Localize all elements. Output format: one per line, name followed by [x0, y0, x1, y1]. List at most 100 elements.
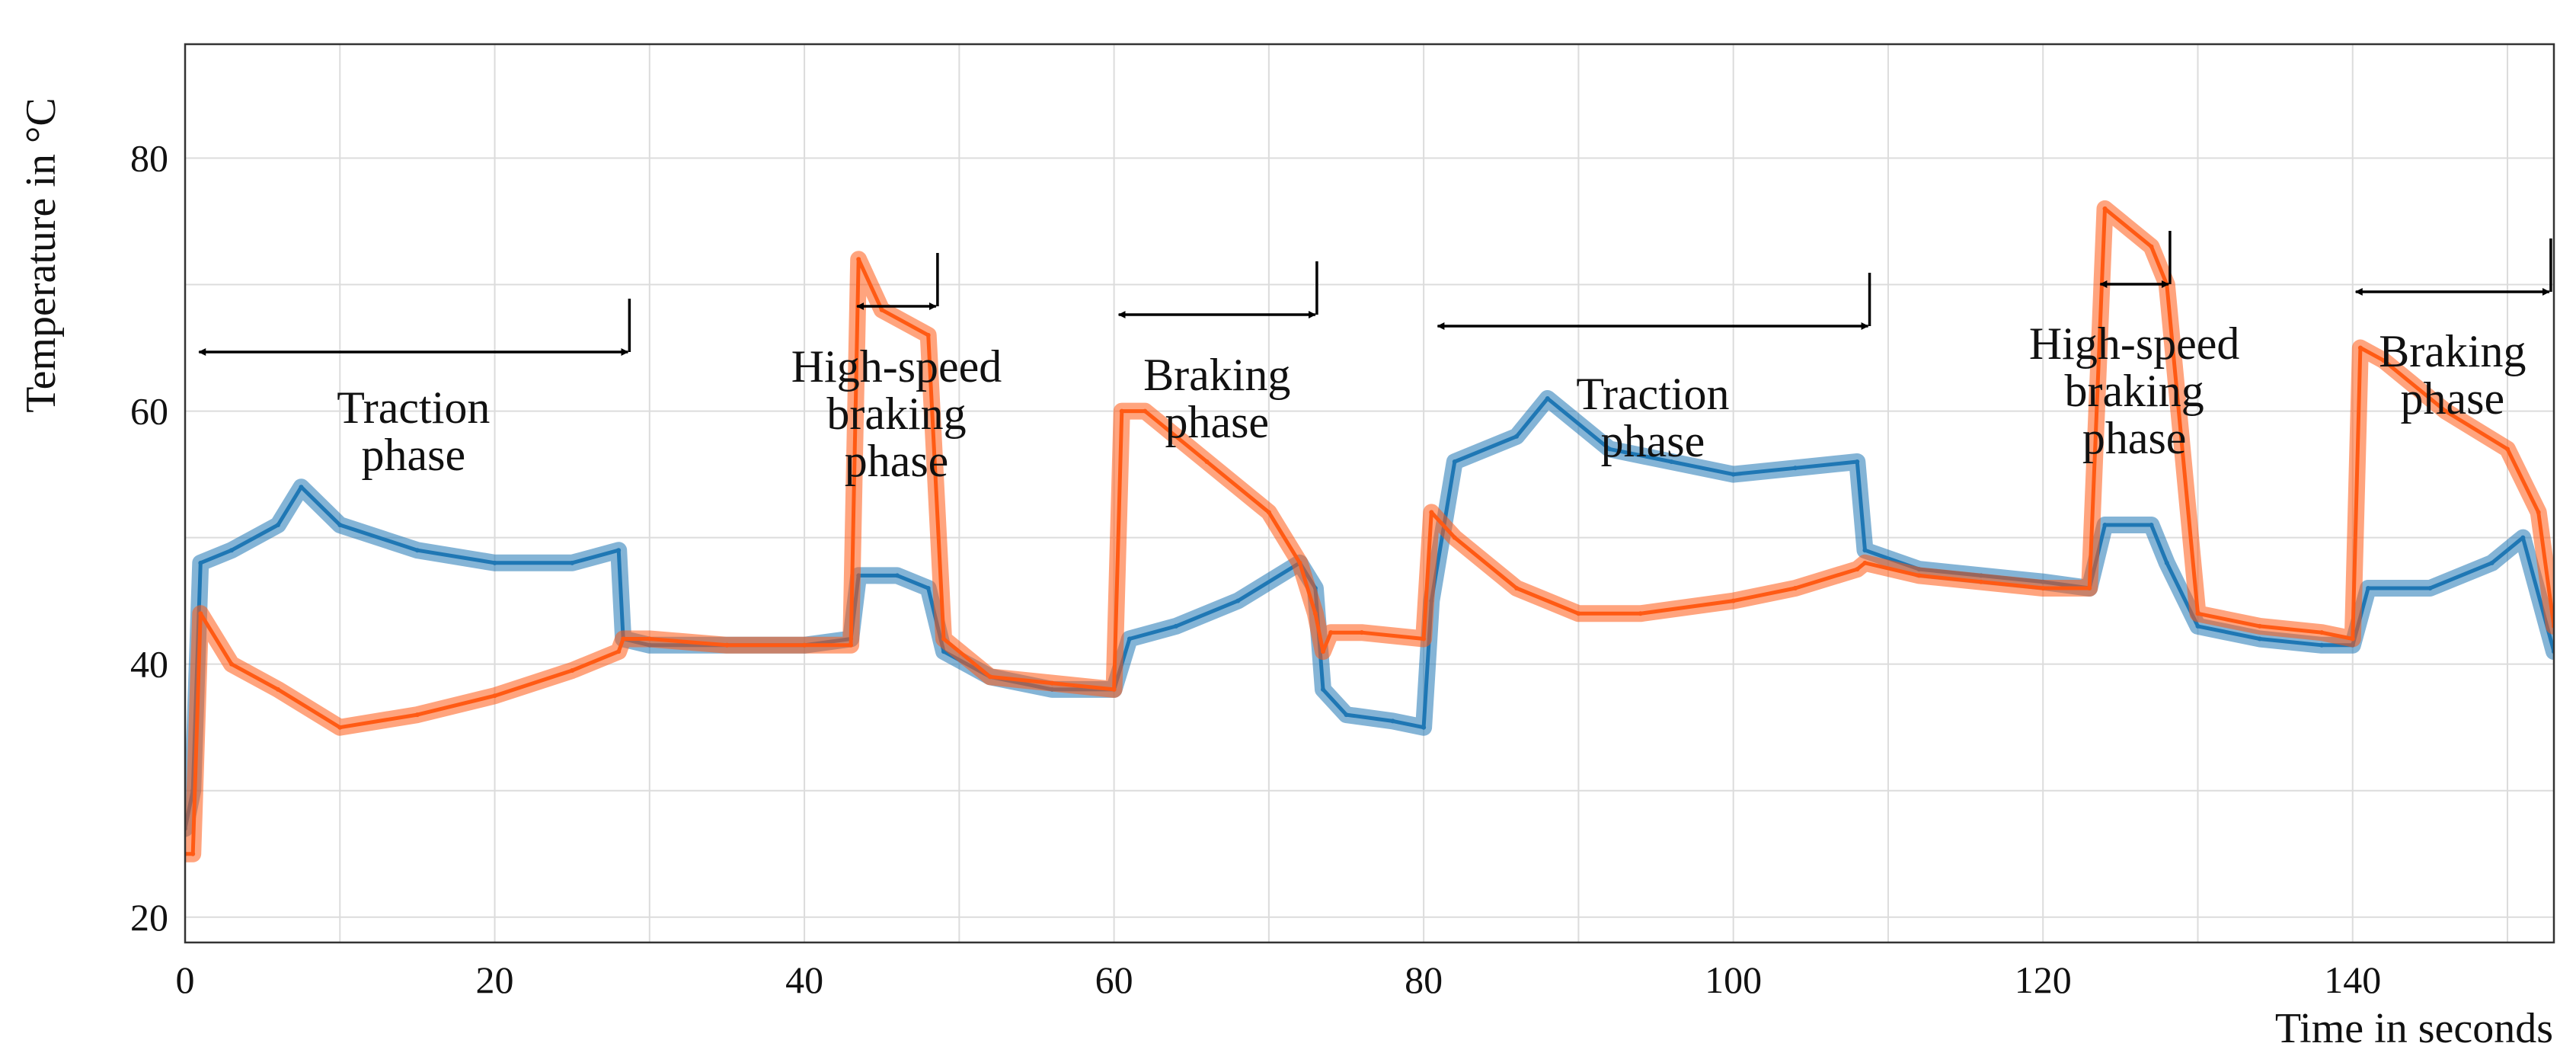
data-point-orange [925, 332, 931, 338]
data-point-orange [2102, 206, 2108, 211]
data-point-orange [647, 636, 652, 642]
data-point-orange [1321, 649, 1326, 654]
data-point-orange [275, 686, 280, 692]
data-point-orange [2041, 586, 2046, 591]
data-point-orange [1359, 630, 1364, 635]
data-point-blue [275, 523, 280, 528]
data-point-blue [616, 548, 622, 553]
data-point-blue [2520, 535, 2526, 540]
data-point-orange [2536, 510, 2541, 515]
data-point-orange [856, 257, 861, 262]
plot-background [185, 44, 2554, 942]
x-tick-label: 0 [176, 958, 195, 1001]
data-point-orange [414, 712, 420, 718]
data-point-orange [1143, 408, 1148, 414]
data-point-blue [2195, 623, 2200, 629]
phase-label: Traction [337, 382, 490, 433]
phase-label: phase [1601, 416, 1705, 466]
phase-label: Traction [1576, 369, 1729, 419]
data-point-orange [1576, 611, 1581, 616]
data-point-blue [198, 560, 203, 565]
data-point-orange [1978, 579, 1983, 584]
data-point-orange [802, 642, 807, 648]
data-point-blue [337, 523, 343, 528]
data-point-blue [2149, 523, 2154, 528]
data-point-orange [849, 642, 854, 648]
phase-label: phase [2082, 413, 2187, 463]
data-point-orange [1916, 573, 1922, 578]
data-point-orange [1452, 535, 1457, 540]
data-point-orange [621, 636, 626, 642]
phase-label: High-speed [2029, 318, 2240, 369]
data-point-blue [2319, 642, 2325, 648]
phase-label: braking [826, 389, 966, 439]
phase-label: High-speed [791, 341, 1002, 392]
data-point-blue [1235, 598, 1241, 603]
data-point-orange [570, 667, 575, 673]
series-line-blue [185, 396, 2554, 830]
phase-annotations: TractionphaseHigh-speedbrakingphaseBraki… [198, 231, 2552, 486]
data-point-orange [941, 636, 947, 642]
data-point-blue [570, 560, 575, 565]
data-point-orange [1731, 598, 1736, 603]
data-point-orange [190, 851, 196, 856]
data-point-blue [2489, 560, 2495, 565]
series-line-orange [185, 206, 2554, 856]
data-point-orange [1050, 680, 1055, 686]
x-tick-label: 20 [476, 958, 514, 1001]
data-point-orange [1328, 630, 1334, 635]
data-point-orange [337, 725, 343, 730]
data-point-orange [2357, 345, 2363, 350]
data-point-orange [1855, 567, 1860, 572]
phase-label: braking [2065, 366, 2204, 416]
data-point-orange [1862, 560, 1868, 565]
phase-label: Braking [2379, 326, 2526, 376]
data-point-orange [229, 661, 234, 667]
data-point-blue [1607, 446, 1612, 452]
data-point-blue [1855, 459, 1860, 464]
x-tick-label: 100 [1705, 958, 1762, 1001]
y-tick-label: 20 [130, 896, 168, 939]
data-point-blue [925, 586, 931, 591]
data-point-blue [1669, 459, 1674, 464]
data-point-blue [2427, 586, 2433, 591]
x-tick-label: 40 [785, 958, 823, 1001]
data-point-blue [1390, 718, 1395, 724]
data-point-blue [1127, 636, 1132, 642]
data-point-orange [987, 674, 992, 680]
data-point-blue [299, 485, 304, 490]
data-point-orange [1204, 459, 1210, 464]
data-point-orange [1792, 586, 1798, 591]
data-point-orange [1266, 510, 1271, 515]
data-point-orange [616, 649, 622, 654]
data-point-blue [1344, 712, 1349, 718]
x-axis-label: Time in seconds [2275, 1005, 2553, 1052]
series-layer [185, 200, 2554, 862]
data-point-orange [1638, 611, 1643, 616]
data-point-blue [2164, 560, 2169, 565]
data-point-orange [724, 642, 730, 648]
data-point-orange [1514, 586, 1520, 591]
data-point-orange [2257, 623, 2262, 629]
data-point-orange [2350, 636, 2355, 642]
phase-label: phase [1165, 397, 1269, 447]
data-point-orange [2319, 630, 2325, 635]
data-point-orange [1421, 636, 1427, 642]
plot-frame [184, 43, 2555, 944]
y-tick-label: 80 [130, 136, 168, 179]
phase-label: phase [2401, 373, 2505, 424]
phase-label: phase [845, 436, 949, 486]
y-axis-label: Temperature in °C [18, 98, 65, 412]
data-point-orange [2149, 244, 2154, 249]
data-point-orange [492, 693, 497, 699]
data-point-blue [2366, 586, 2371, 591]
phase-label: Braking [1143, 350, 1290, 400]
y-tick-label: 40 [130, 643, 168, 686]
data-point-orange [198, 611, 203, 616]
data-point-orange [1312, 611, 1318, 616]
data-point-orange [1111, 686, 1117, 692]
data-point-blue [1514, 434, 1520, 439]
data-point-orange [2195, 611, 2200, 616]
data-point-blue [2257, 636, 2262, 642]
